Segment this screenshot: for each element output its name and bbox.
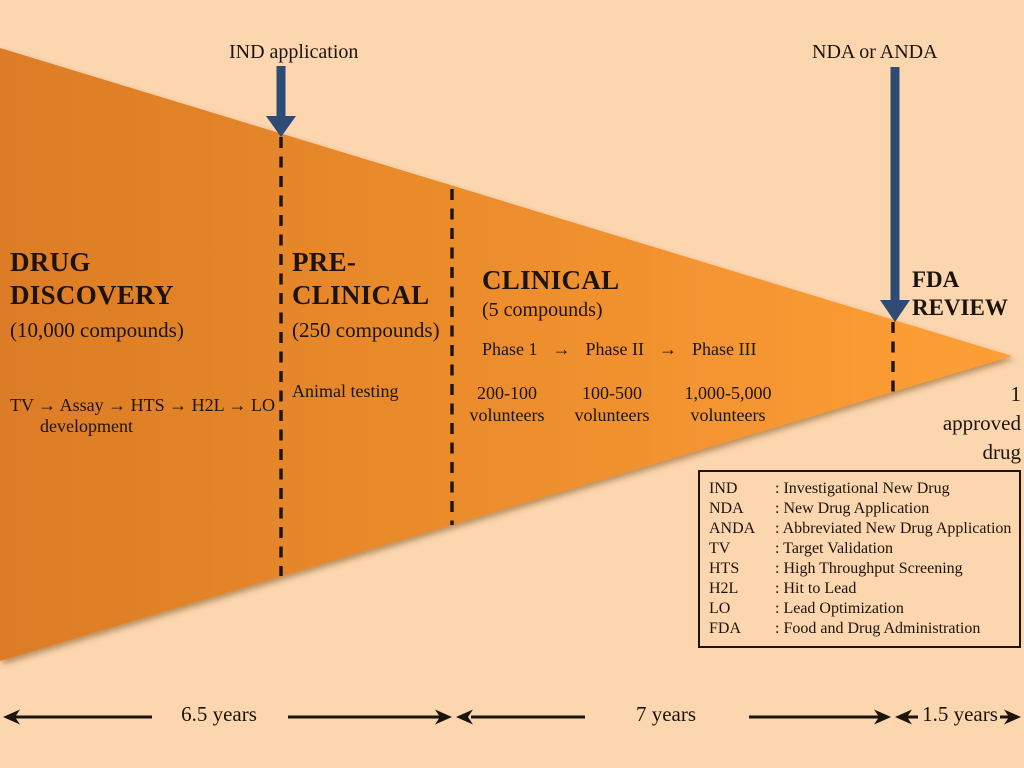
drug-discovery-title-line2: DISCOVERY	[10, 280, 174, 310]
legend-abbr: H2L	[709, 580, 739, 597]
legend-abbr: LO	[709, 600, 731, 617]
stage-fda-review: FDA REVIEW	[912, 266, 1008, 322]
arrowhead-left-icon	[895, 709, 912, 725]
legend-abbr: ANDA	[709, 520, 756, 537]
stage-pre-clinical: PRE- CLINICAL (250 compounds) Animal tes…	[292, 246, 440, 402]
phase1-volunteer-range: 200-100	[477, 383, 537, 403]
legend-abbr: FDA	[709, 620, 742, 637]
arrowhead-right-icon	[1004, 709, 1021, 725]
legend-definition: : Abbreviated New Drug Application	[775, 520, 1012, 537]
drug-discovery-compound-count: (10,000 compounds)	[10, 318, 184, 342]
legend-row-lo: LO : Lead Optimization	[709, 599, 1015, 619]
legend-row-ind: IND : Investigational New Drug	[709, 479, 1015, 499]
phase3-volunteer-range: 1,000-5,000	[684, 383, 772, 403]
legend-row-tv: TV : Target Validation	[709, 539, 1015, 559]
clinical-compound-count: (5 compounds)	[482, 299, 603, 321]
legend-definition: : Lead Optimization	[775, 600, 904, 617]
legend-definition: : Target Validation	[775, 540, 893, 557]
arrowhead-left-icon	[3, 709, 20, 725]
legend-abbr: TV	[709, 540, 731, 557]
approved-drug-outcome: 1 approved drug	[943, 380, 1021, 467]
phase2-volunteers: 100-500 volunteers	[557, 382, 667, 426]
timeline-label-discovery-preclinical: 6.5 years	[181, 702, 257, 726]
phase-arrow-icon: →	[552, 339, 571, 359]
ind-milestone-arrow-icon	[266, 66, 296, 137]
phase2-volunteer-unit: volunteers	[574, 405, 650, 425]
outcome-line3: drug	[982, 440, 1022, 464]
stage-drug-discovery: DRUG DISCOVERY (10,000 compounds) TV → A…	[10, 246, 275, 437]
legend-abbr: HTS	[709, 560, 740, 577]
phase-arrow-icon: →	[658, 339, 677, 359]
outcome-line1: 1	[1010, 382, 1022, 406]
pre-clinical-title-line1: PRE-	[292, 247, 357, 277]
animal-testing-note: Animal testing	[292, 381, 399, 401]
legend-row-hts: HTS : High Throughput Screening	[709, 559, 1015, 579]
stage-clinical: CLINICAL (5 compounds)	[482, 264, 619, 322]
legend-abbr: IND	[709, 480, 738, 497]
phase1-volunteer-unit: volunteers	[469, 405, 545, 425]
arrowhead-right-icon	[435, 709, 452, 725]
legend-definition: : Investigational New Drug	[775, 480, 950, 497]
discovery-process-line1: TV → Assay → HTS → H2L → LO	[10, 395, 275, 415]
phase2-volunteer-range: 100-500	[582, 383, 642, 403]
legend-row-h2l: H2L : Hit to Lead	[709, 579, 1015, 599]
legend-row-fda: FDA : Food and Drug Administration	[709, 619, 1015, 639]
legend-definition: : New Drug Application	[775, 500, 930, 517]
clinical-phases-row: Phase 1 → Phase II → Phase III	[482, 339, 756, 360]
discovery-process-line2: development	[40, 416, 133, 436]
legend-abbr: NDA	[709, 500, 744, 517]
timeline-axis	[3, 709, 1021, 725]
fda-review-title-line2: REVIEW	[912, 295, 1008, 320]
outcome-line2: approved	[942, 411, 1021, 435]
legend-row-nda: NDA : New Drug Application	[709, 499, 1015, 519]
phase-2-label: Phase II	[585, 339, 644, 359]
phase1-volunteers: 200-100 volunteers	[452, 382, 562, 426]
timeline-label-fda-review: 1.5 years	[922, 702, 998, 726]
phase-1-label: Phase 1	[482, 339, 538, 359]
pre-clinical-title-line2: CLINICAL	[292, 280, 430, 310]
ind-application-label: IND application	[229, 41, 359, 63]
legend-definition: : High Throughput Screening	[775, 560, 963, 577]
phase3-volunteer-unit: volunteers	[690, 405, 766, 425]
pre-clinical-compound-count: (250 compounds)	[292, 318, 440, 342]
arrowhead-left-icon	[456, 709, 473, 725]
timeline-label-clinical: 7 years	[635, 702, 697, 726]
legend-definition: : Hit to Lead	[775, 580, 857, 597]
funnel-triangle	[0, 48, 1012, 661]
fda-review-title-line1: FDA	[912, 267, 960, 292]
abbreviation-legend: IND : Investigational New Drug NDA : New…	[698, 470, 1021, 648]
drug-discovery-title-line1: DRUG	[10, 247, 91, 277]
nda-milestone-arrow-icon	[880, 67, 910, 322]
arrowhead-right-icon	[874, 709, 891, 725]
clinical-title: CLINICAL	[482, 265, 620, 295]
legend-definition: : Food and Drug Administration	[775, 620, 981, 637]
phase-3-label: Phase III	[691, 339, 757, 359]
phase3-volunteers: 1,000-5,000 volunteers	[662, 382, 794, 426]
legend-row-anda: ANDA : Abbreviated New Drug Application	[709, 519, 1015, 539]
nda-anda-label: NDA or ANDA	[812, 41, 938, 63]
